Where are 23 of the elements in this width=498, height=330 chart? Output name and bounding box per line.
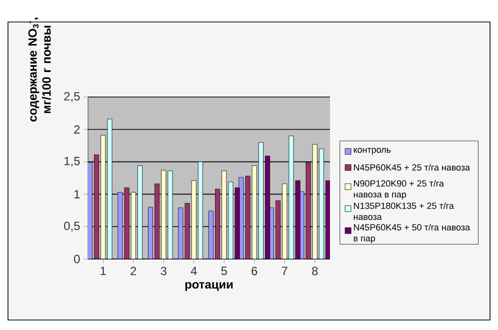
y-tick-label: 1,5 [64,156,80,167]
legend-label: контроль [354,148,391,155]
legend-label: N90P120K90 + 25 т/га навоза в пар [354,180,444,200]
y-tick-label: 2,5 [64,92,80,102]
y-axis-title: содержание NO$_{3}$$^{-}$, мг/100 г почвы [28,18,51,122]
x-tick-label: 3 [160,266,166,276]
y-tick-label: 1 [74,190,80,198]
legend-label: N45P60K45 + 50 т/га навоза в пар [354,224,470,244]
x-tick-label: 1 [100,266,106,275]
x-tick-label: 8 [312,266,318,276]
x-tick-label: 7 [282,266,288,275]
x-tick-label: 4 [190,266,197,275]
bar [88,162,92,259]
x-axis-title: ротации [185,282,233,292]
bar [326,180,330,259]
legend-label: N135P180K135 + 25 т/га навоза [354,202,454,220]
x-tick-label: 6 [252,266,258,276]
legend-label: N45P60K45 + 25 т/га навоза [354,164,470,171]
x-tick-label: 5 [221,266,227,276]
x-tick-label: 2 [130,266,136,276]
y-tick-label: 0 [74,254,80,264]
y-tick-label: 2 [74,125,80,134]
y-tick-label: 0,5 [64,222,80,232]
